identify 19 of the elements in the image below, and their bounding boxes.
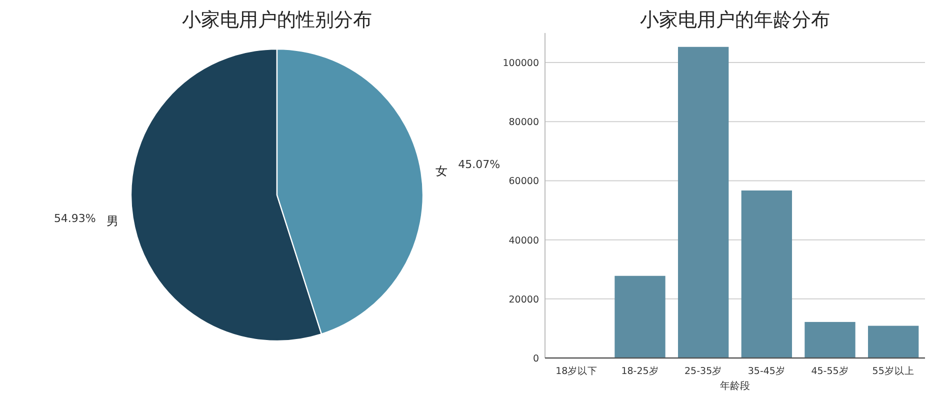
data-label: 45.07% [458, 158, 500, 171]
data-label: 54.93% [54, 212, 96, 226]
y-tick-label: 0 [532, 354, 539, 364]
slice-label: 男 [106, 214, 118, 228]
y-tick-label: 60000 [508, 176, 539, 188]
y-tick-label: 100000 [502, 58, 539, 70]
x-tick-label: 45-55岁 [811, 365, 849, 377]
y-tick-label: 40000 [508, 235, 539, 246]
x-tick-label: 18岁以下 [556, 365, 598, 377]
slice-label: 女 [436, 164, 448, 178]
chart-title: 小家电用户的年龄分布 [640, 9, 830, 31]
x-tick-label: 55岁以上 [872, 365, 914, 377]
y-tick-label: 20000 [508, 294, 539, 306]
y-tick-label: 80000 [508, 117, 539, 128]
x-tick-label: 25-35岁 [684, 365, 722, 377]
x-tick-label: 18-25岁 [621, 365, 659, 377]
chart-title: 小家电用户的性别分布 [182, 9, 372, 31]
x-tick-label: 35-45岁 [748, 365, 786, 377]
x-axis-title: 年龄段 [720, 380, 750, 392]
